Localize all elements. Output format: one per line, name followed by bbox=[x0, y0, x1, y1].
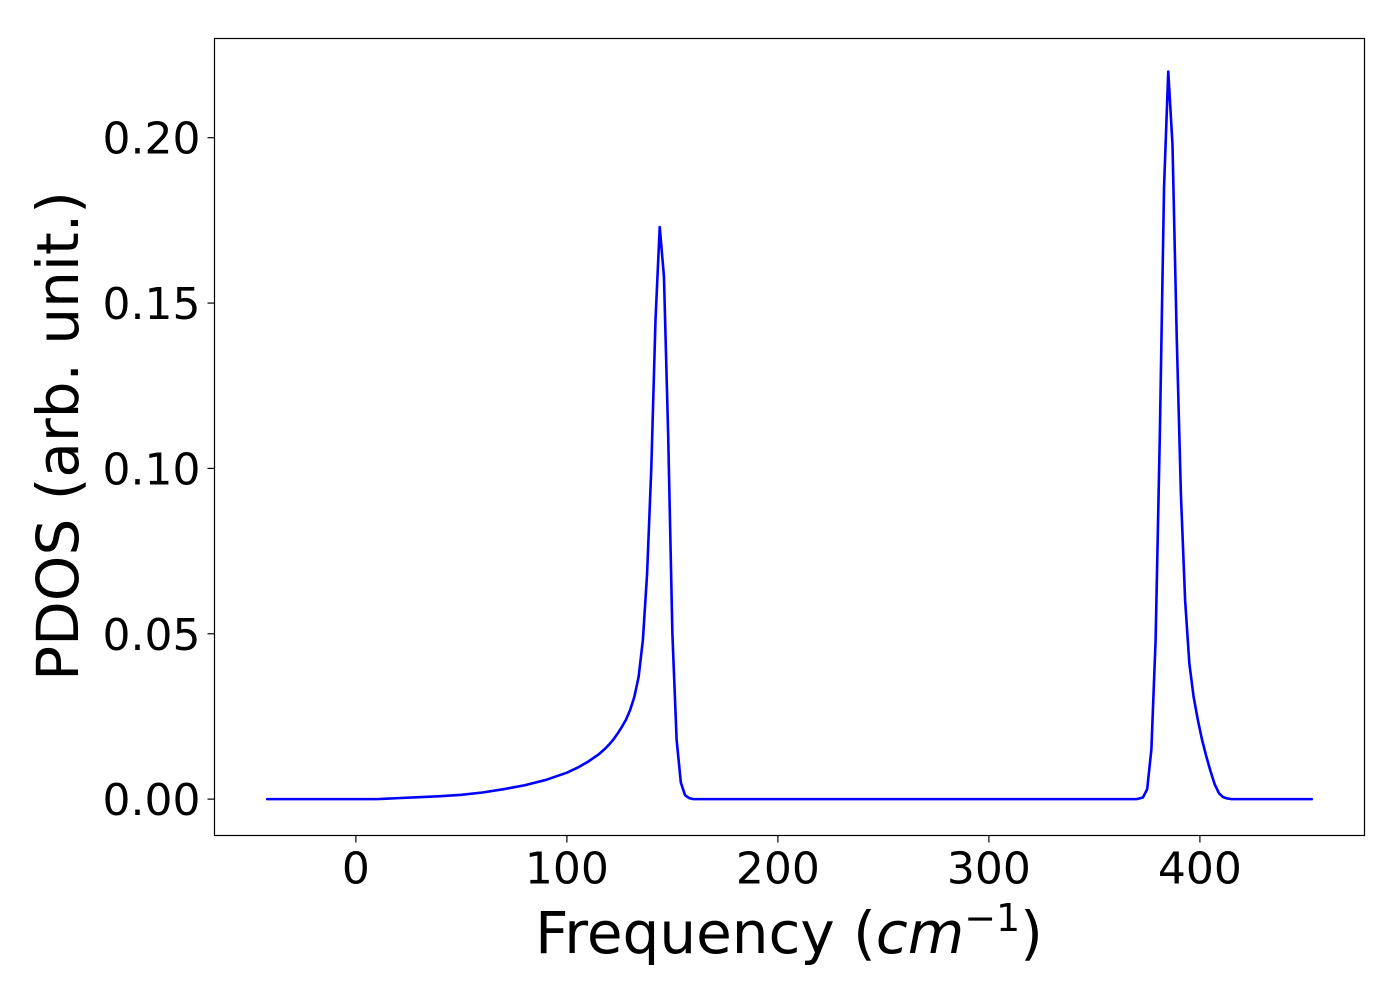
y-tick-label: 0.15 bbox=[103, 279, 201, 330]
pdos-series-line bbox=[265, 70, 1314, 801]
x-axis-label: Frequency (cm−1) bbox=[535, 896, 1043, 967]
x-axis-label-unit: cm bbox=[876, 899, 964, 967]
x-tick-label: 300 bbox=[947, 844, 1031, 895]
x-tick-label: 200 bbox=[736, 844, 820, 895]
y-axis-label: PDOS (arb. unit.) bbox=[24, 191, 92, 681]
x-tick-label: 100 bbox=[525, 844, 609, 895]
y-axis-ticks: 0.00 0.05 0.10 0.15 0.20 bbox=[103, 114, 215, 826]
y-tick-label: 0.10 bbox=[103, 444, 201, 495]
x-axis-label-text: Frequency bbox=[535, 899, 835, 967]
x-tick-label: 0 bbox=[342, 844, 370, 895]
y-tick-label: 0.20 bbox=[103, 114, 201, 165]
x-tick-label: 400 bbox=[1158, 844, 1242, 895]
x-axis-label-unit-exponent: −1 bbox=[964, 896, 1020, 940]
x-axis-label-open-paren: ( bbox=[835, 899, 876, 967]
x-axis-label-close-paren: ) bbox=[1020, 899, 1043, 967]
y-tick-label: 0.05 bbox=[103, 610, 201, 661]
y-tick-label: 0.00 bbox=[103, 775, 201, 826]
x-axis-ticks: 0 100 200 300 400 bbox=[342, 835, 1242, 895]
plot-frame bbox=[213, 37, 1366, 837]
series-layer bbox=[265, 70, 1314, 801]
